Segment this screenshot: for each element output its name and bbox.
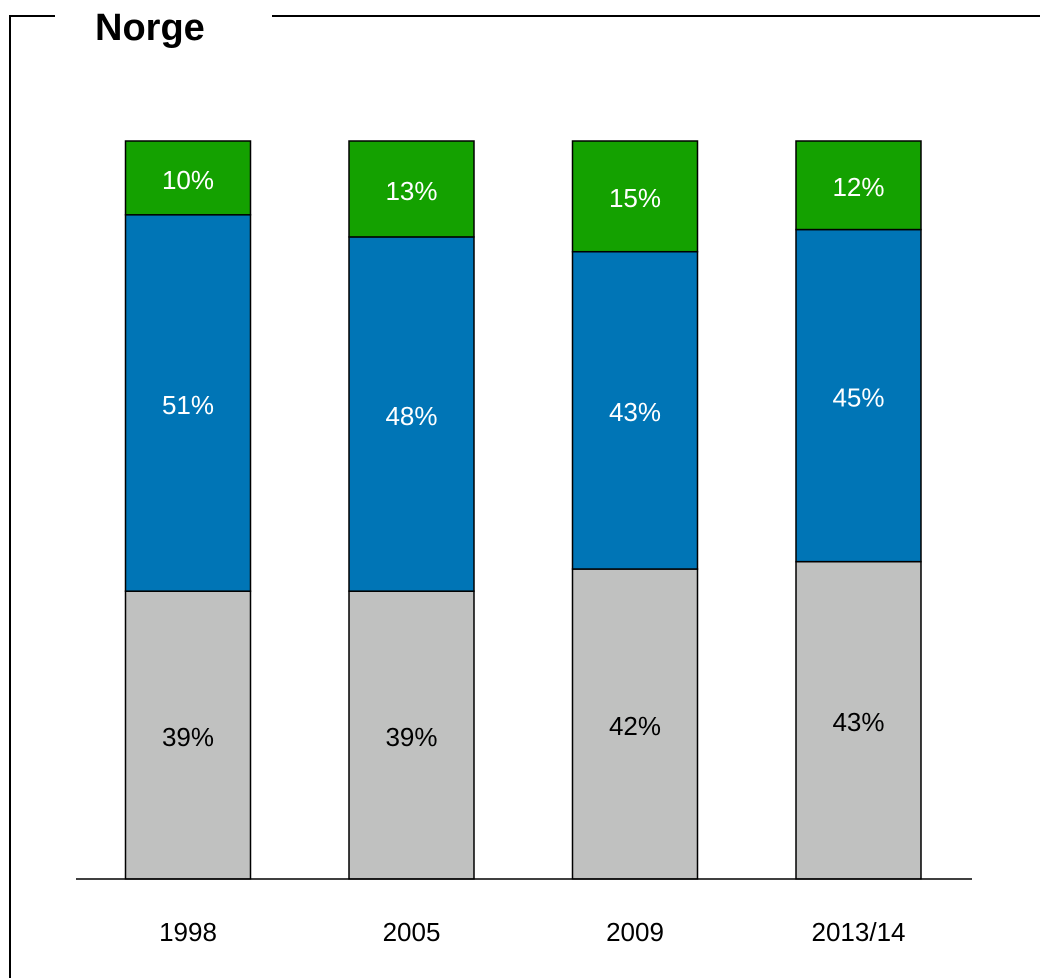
- bar-segment: [571, 568, 699, 880]
- data-label: 43%: [832, 707, 884, 737]
- data-label: 10%: [162, 165, 214, 195]
- data-label: 48%: [385, 401, 437, 431]
- data-label: 42%: [609, 711, 661, 741]
- bar-segment: [124, 590, 252, 880]
- bar-segment: [124, 140, 252, 216]
- data-label: 39%: [162, 722, 214, 752]
- x-tick-label: 2005: [383, 917, 441, 947]
- bar-segment: [571, 250, 699, 570]
- x-tick-label: 2013/14: [812, 917, 906, 947]
- bar-segment: [348, 590, 475, 880]
- frame: [9, 15, 1040, 978]
- bar-segment: [348, 140, 475, 238]
- x-tick-label: 1998: [159, 917, 217, 947]
- data-label: 45%: [832, 382, 884, 412]
- bar-segment: [571, 140, 699, 253]
- x-tick-label: 2009: [606, 917, 664, 947]
- bar-segment: [795, 140, 922, 231]
- bar-segment: [348, 236, 475, 592]
- data-label: 43%: [609, 397, 661, 427]
- data-label: 15%: [609, 183, 661, 213]
- data-label: 39%: [385, 722, 437, 752]
- bar-segment: [795, 228, 922, 563]
- data-label: 12%: [832, 172, 884, 202]
- chart-title: Norge: [95, 7, 205, 49]
- data-label: 51%: [162, 390, 214, 420]
- data-label: 13%: [385, 176, 437, 206]
